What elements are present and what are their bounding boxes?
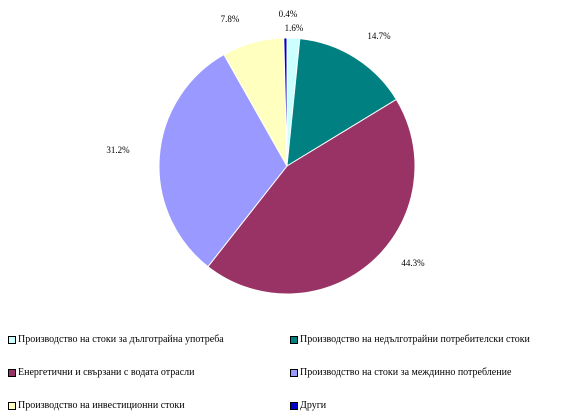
slice-percent-label-5: 0.4% xyxy=(279,9,298,19)
legend-item-durable-goods: Производство на стоки за дълготрайна упо… xyxy=(8,334,224,345)
slice-percent-label-0: 1.6% xyxy=(285,23,304,33)
pie-slice-2 xyxy=(207,98,416,295)
legend-label: Енергетични и свързани с водата отрасли xyxy=(18,367,195,378)
pie-slice-3 xyxy=(158,53,288,268)
pie-chart: 1.6% 14.7% 44.3% 31.2% 7.8% 0.4% xyxy=(106,9,425,295)
slice-percent-label-3: 31.2% xyxy=(106,145,130,155)
legend-label: Производство на стоки за междинно потреб… xyxy=(300,367,512,378)
slice-percent-label-1: 14.7% xyxy=(367,31,391,41)
legend-item-investment-goods: Производство на инвестиционни стоки xyxy=(8,400,185,411)
legend-label: Производство на нeдълготрайни потребител… xyxy=(300,334,530,345)
legend-swatch xyxy=(8,368,16,377)
legend-label: Други xyxy=(300,400,327,411)
legend-item-other: Други xyxy=(290,400,326,411)
slice-percent-label-2: 44.3% xyxy=(401,258,425,268)
legend: Производство на стоки за дълготрайна упо… xyxy=(0,326,566,418)
legend-swatch xyxy=(8,335,16,344)
legend-label: Производство на инвестиционни стоки xyxy=(18,400,185,411)
legend-item-intermediate-goods: Производство на стоки за междинно потреб… xyxy=(290,367,511,378)
legend-swatch xyxy=(290,401,298,410)
legend-label: Производство на стоки за дълготрайна упо… xyxy=(18,334,224,345)
pie-slice-5 xyxy=(283,37,288,167)
slice-percent-label-4: 7.8% xyxy=(221,14,240,24)
pie-labels: 1.6% 14.7% 44.3% 31.2% 7.8% 0.4% xyxy=(106,9,425,268)
pie-slices xyxy=(158,37,416,295)
pie-slice-1 xyxy=(286,38,398,167)
legend-item-nondurable-goods: Производство на нeдълготрайни потребител… xyxy=(290,334,530,345)
legend-swatch xyxy=(290,368,298,377)
legend-swatch xyxy=(290,335,298,344)
legend-swatch xyxy=(8,401,16,410)
legend-item-energy: Енергетични и свързани с водата отрасли xyxy=(8,367,195,378)
